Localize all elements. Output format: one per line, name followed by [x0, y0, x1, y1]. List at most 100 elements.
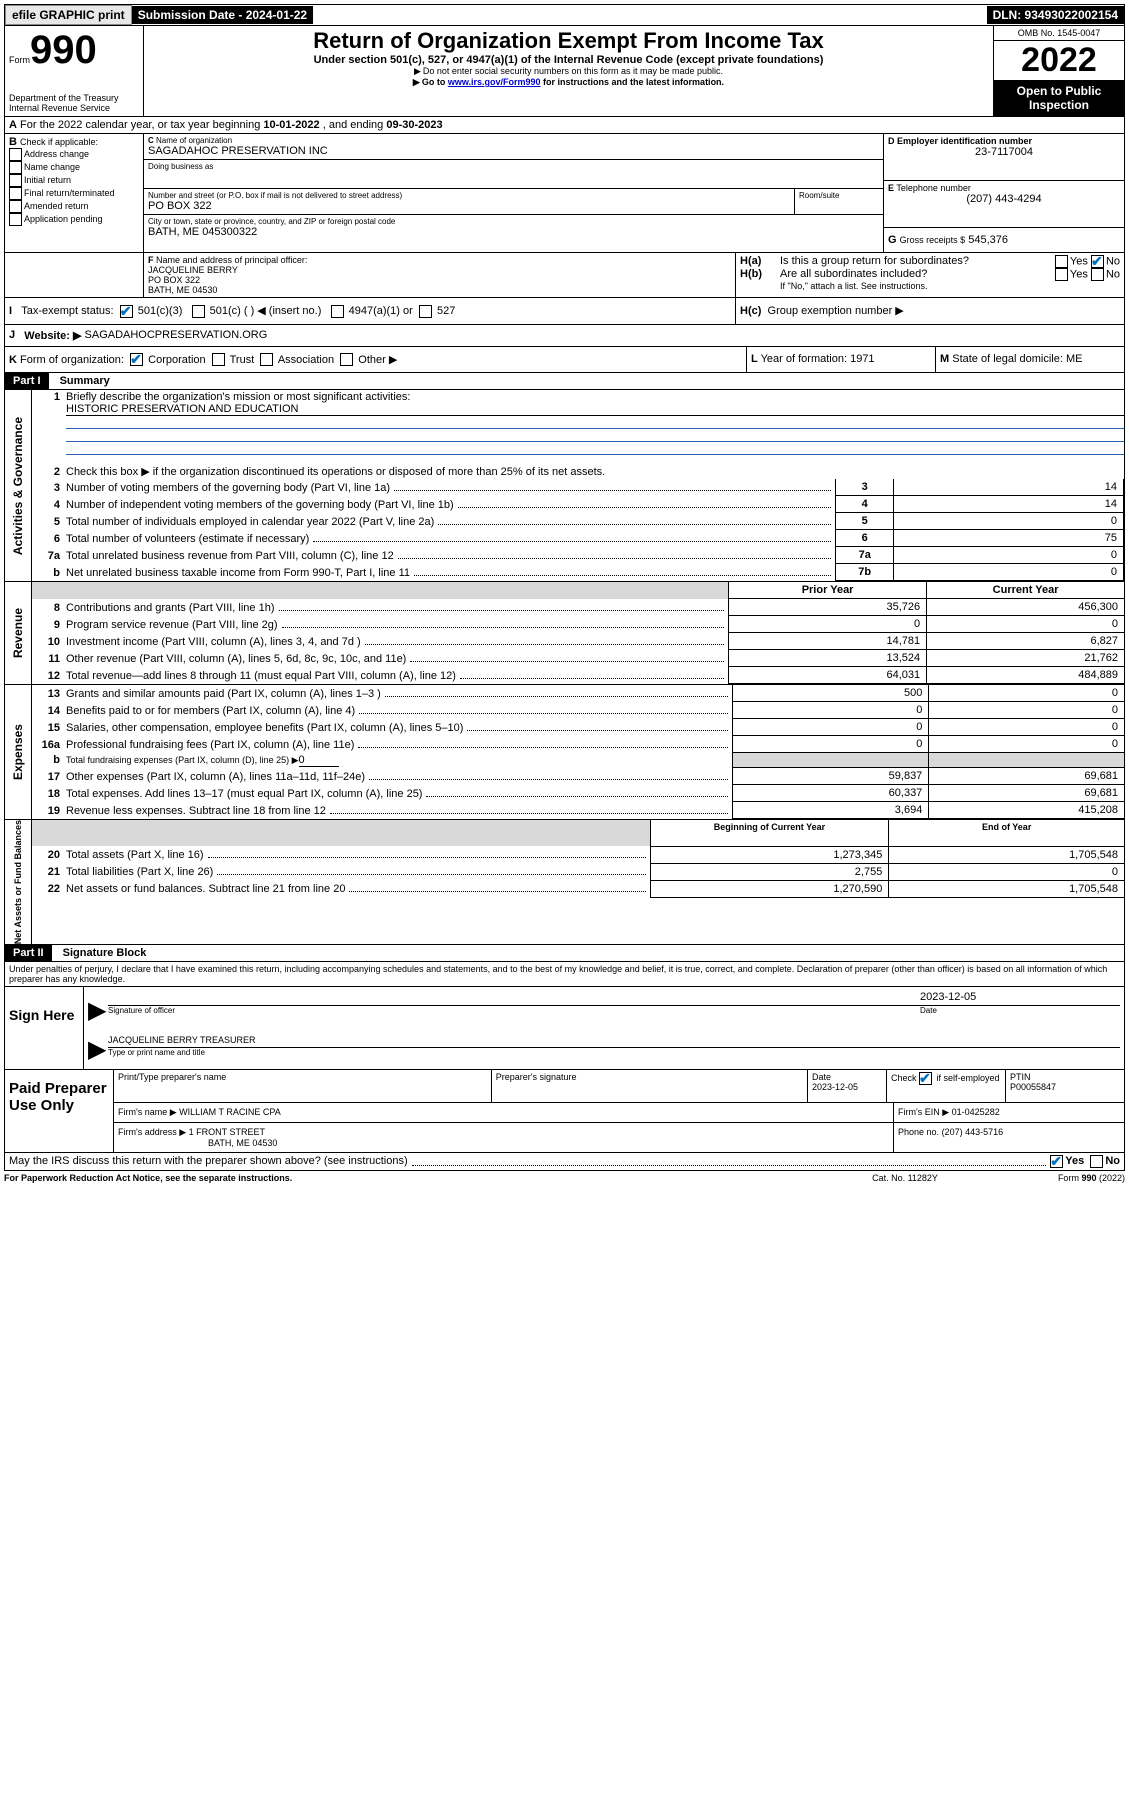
firm-name: WILLIAM T RACINE CPA: [179, 1107, 281, 1117]
footer: For Paperwork Reduction Act Notice, see …: [4, 1171, 1125, 1185]
opt-other: Other ▶: [358, 354, 397, 366]
check-application-pending[interactable]: [9, 213, 22, 226]
officer-name: JACQUELINE BERRY: [148, 265, 731, 275]
v5: 0: [894, 513, 1124, 530]
hb-no[interactable]: [1091, 268, 1104, 281]
may-irs-text: May the IRS discuss this return with the…: [9, 1155, 408, 1168]
city-label: City or town, state or province, country…: [148, 217, 879, 226]
v3: 14: [894, 479, 1124, 496]
l15: Salaries, other compensation, employee b…: [66, 722, 463, 734]
form-title: Return of Organization Exempt From Incom…: [148, 28, 989, 54]
may-irs-no[interactable]: [1090, 1155, 1103, 1168]
tax-year: 2022: [994, 41, 1124, 80]
b-label: Check if applicable:: [20, 137, 98, 147]
form-header: Form990 Department of the Treasury Inter…: [4, 26, 1125, 117]
hb-label: Are all subordinates included?: [780, 268, 1055, 281]
l14: Benefits paid to or for members (Part IX…: [66, 705, 355, 717]
r10p: 14,781: [729, 633, 927, 650]
part-1: Part I Summary: [4, 373, 1125, 390]
check-501c[interactable]: [192, 305, 205, 318]
submission-date: Submission Date - 2024-01-22: [132, 6, 313, 24]
ha-yes[interactable]: [1055, 255, 1068, 268]
form-subtitle-2: Do not enter social security numbers on …: [148, 66, 989, 77]
e13p: 500: [733, 685, 929, 702]
check-501c3[interactable]: [120, 305, 133, 318]
r8c: 456,300: [927, 599, 1124, 616]
e16c: 0: [929, 736, 1124, 753]
l3-text: Number of voting members of the governin…: [66, 482, 390, 494]
no-label: No: [1106, 255, 1120, 267]
ptin-value: P00055847: [1010, 1082, 1056, 1092]
irs-link[interactable]: www.irs.gov/Form990: [448, 77, 541, 87]
paid-preparer-block: Paid Preparer Use Only Print/Type prepar…: [4, 1070, 1125, 1153]
l17: Other expenses (Part IX, column (A), lin…: [66, 771, 365, 783]
side-revenue: Revenue: [11, 608, 25, 658]
top-bar: efile GRAPHIC print Submission Date - 20…: [4, 4, 1125, 26]
type-name-label: Type or print name and title: [108, 1048, 1120, 1057]
paid-preparer-label: Paid Preparer Use Only: [9, 1080, 107, 1114]
check-trust[interactable]: [212, 353, 225, 366]
l22: Net assets or fund balances. Subtract li…: [66, 883, 345, 895]
check-association[interactable]: [260, 353, 273, 366]
r12c: 484,889: [927, 667, 1124, 684]
ha-no[interactable]: [1091, 255, 1104, 268]
n21p: 2,755: [650, 863, 889, 880]
tax-year-end: 09-30-2023: [386, 119, 442, 131]
e17c: 69,681: [929, 768, 1124, 785]
check-initial-return[interactable]: [9, 174, 22, 187]
check-4947[interactable]: [331, 305, 344, 318]
may-irs-yes[interactable]: [1050, 1155, 1063, 1168]
firm-phone-label: Phone no.: [898, 1127, 939, 1137]
sign-here-label: Sign Here: [9, 1007, 74, 1023]
website-value: SAGADAHOCPRESERVATION.ORG: [85, 329, 268, 342]
hc-label: Group exemption number ▶: [768, 305, 904, 317]
l18: Total expenses. Add lines 13–17 (must eq…: [66, 788, 422, 800]
form-footer: Form 990 (2022): [1058, 1173, 1125, 1183]
ein-label: Employer identification number: [897, 136, 1032, 146]
check-other[interactable]: [340, 353, 353, 366]
check-name-change[interactable]: [9, 161, 22, 174]
preparer-sig-label: Preparer's signature: [492, 1070, 808, 1102]
section-b-c-d: B Check if applicable: Address change Na…: [4, 134, 1125, 253]
self-employed-suffix: if self-employed: [934, 1073, 1000, 1083]
l7a-text: Total unrelated business revenue from Pa…: [66, 550, 394, 562]
check-address-change[interactable]: [9, 148, 22, 161]
e14p: 0: [733, 702, 929, 719]
r12p: 64,031: [729, 667, 927, 684]
check-527[interactable]: [419, 305, 432, 318]
pra-notice: For Paperwork Reduction Act Notice, see …: [4, 1173, 292, 1183]
v4: 14: [894, 496, 1124, 513]
check-corporation[interactable]: [130, 353, 143, 366]
line-a-pre: For the 2022 calendar year, or tax year …: [20, 119, 263, 131]
e16p: 0: [733, 736, 929, 753]
hb-yes[interactable]: [1055, 268, 1068, 281]
ptin-label: PTIN: [1010, 1072, 1031, 1082]
firm-addr-label: Firm's address ▶: [118, 1127, 186, 1137]
part1-header: Part I: [5, 373, 49, 389]
check-self-employed[interactable]: [919, 1072, 932, 1085]
n22p: 1,270,590: [650, 880, 889, 897]
sig-date: 2023-12-05: [920, 991, 1120, 1003]
goto-pre: Go to: [422, 77, 448, 87]
state-domicile: ME: [1066, 353, 1083, 365]
v6: 75: [894, 530, 1124, 547]
l21: Total liabilities (Part X, line 26): [66, 866, 213, 878]
l16a: Professional fundraising fees (Part IX, …: [66, 739, 354, 751]
l4-text: Number of independent voting members of …: [66, 499, 454, 511]
efile-print-button[interactable]: efile GRAPHIC print: [5, 5, 132, 25]
tax-status-label: Tax-exempt status:: [21, 305, 113, 317]
check-final-return[interactable]: [9, 187, 22, 200]
check-amended-return[interactable]: [9, 200, 22, 213]
side-expenses: Expenses: [11, 724, 25, 780]
side-activities: Activities & Governance: [11, 417, 25, 555]
self-employed-text: Check: [891, 1073, 919, 1083]
dept-label: Department of the Treasury: [9, 93, 139, 103]
no-label-2: No: [1106, 268, 1120, 280]
ha-label: Is this a group return for subordinates?: [780, 255, 1055, 268]
e15p: 0: [733, 719, 929, 736]
b-amended: Amended return: [24, 201, 89, 211]
yes-label: Yes: [1070, 255, 1088, 267]
e17p: 59,837: [733, 768, 929, 785]
e19c: 415,208: [929, 802, 1124, 819]
prior-year-hdr: Prior Year: [729, 582, 927, 599]
